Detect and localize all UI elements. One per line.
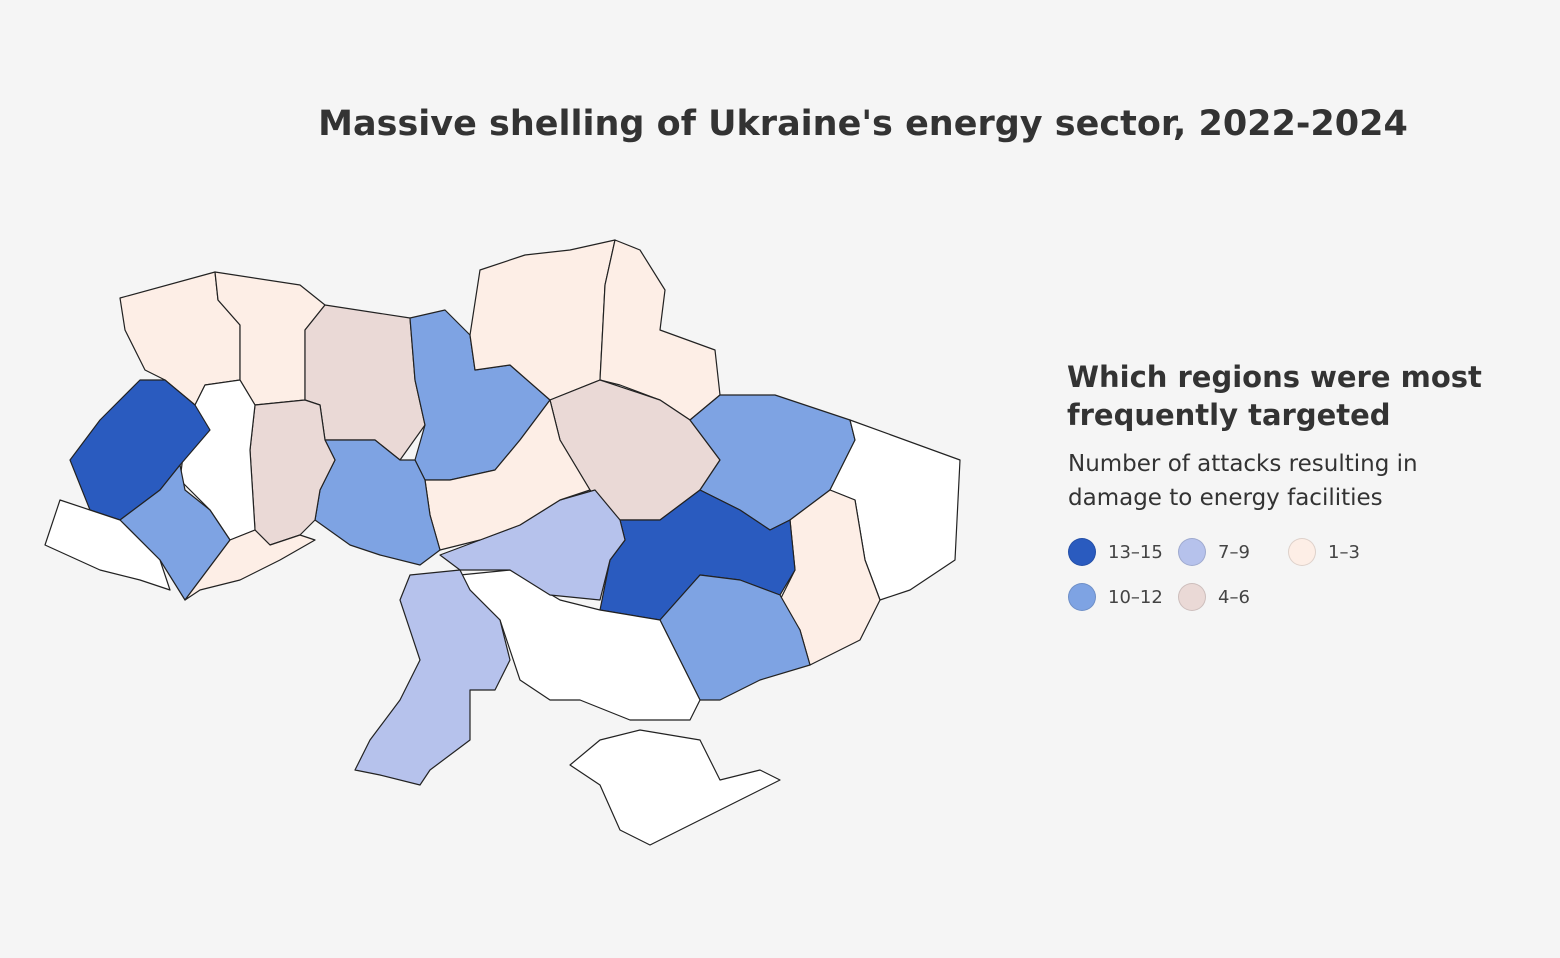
legend-swatch — [1068, 583, 1096, 611]
legend-swatch — [1178, 583, 1206, 611]
legend-item: 1–3 — [1288, 538, 1360, 566]
title: Massive shelling of Ukraine's energy sec… — [318, 104, 1408, 144]
legend-label: 4–6 — [1218, 586, 1250, 608]
legend-subtitle: Number of attacks resulting in damage to… — [1068, 451, 1418, 511]
map — [44, 239, 961, 846]
legend-title: Which regions were most frequently targe… — [1067, 360, 1482, 432]
legend-swatch — [1068, 538, 1096, 566]
legend-label: 10–12 — [1108, 586, 1163, 608]
legend-label: 1–3 — [1328, 541, 1360, 563]
legend-swatch — [1288, 538, 1316, 566]
legend-swatch — [1178, 538, 1206, 566]
region — [184, 529, 316, 601]
legend-item: 13–15 — [1068, 538, 1163, 566]
legend-item: 7–9 — [1178, 538, 1250, 566]
region — [569, 729, 781, 846]
legend-item: 4–6 — [1178, 583, 1250, 611]
region — [459, 569, 701, 721]
legend-item: 10–12 — [1068, 583, 1163, 611]
region — [44, 499, 171, 591]
legend-label: 7–9 — [1218, 541, 1250, 563]
region — [354, 569, 511, 786]
legend-label: 13–15 — [1108, 541, 1163, 563]
